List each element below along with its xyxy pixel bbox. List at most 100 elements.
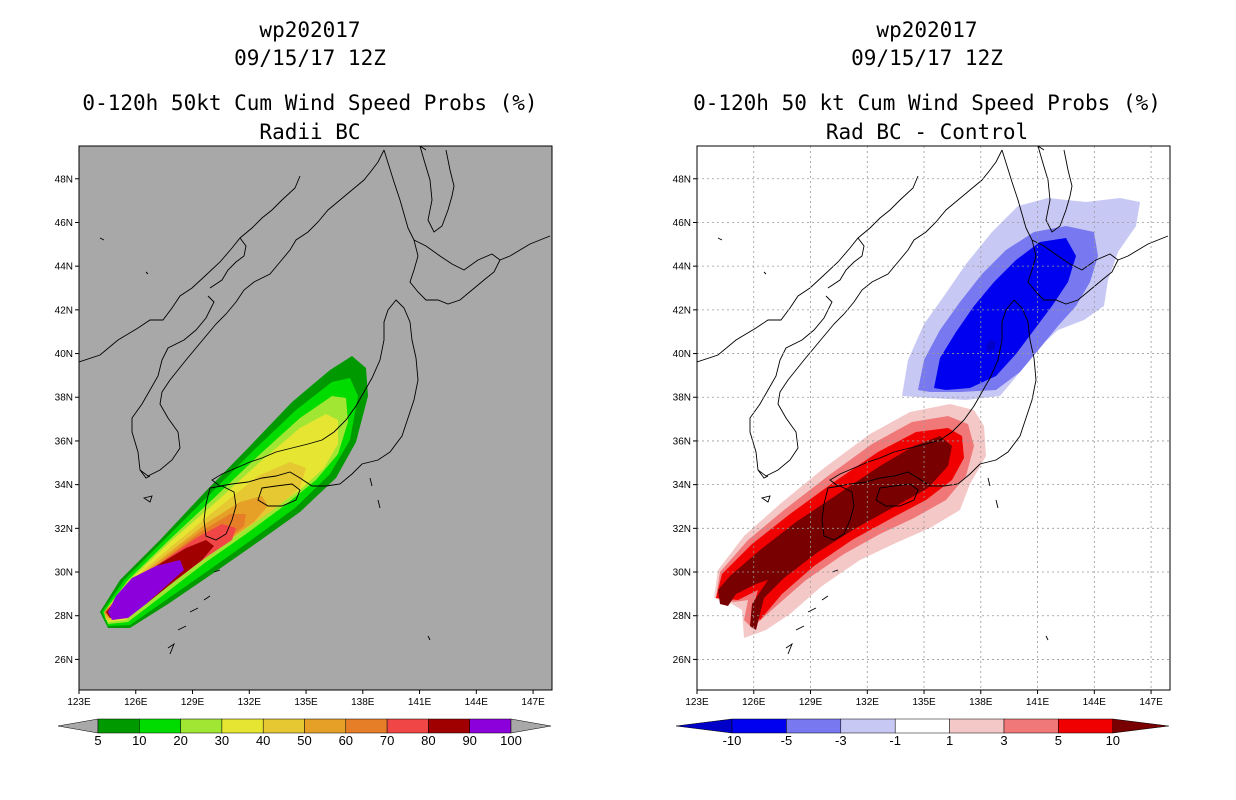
right-y-tick-label: 30N [673,568,691,579]
left-colorbar-low-arrow [57,718,99,734]
right-colorbar-high-arrow [1112,718,1169,734]
right-y-tick-label: 48N [673,174,691,185]
left-y-tick-label: 34N [55,480,73,491]
left-x-tick-label: 138E [351,697,375,708]
right-colorbar-low-arrow [675,718,733,734]
right-colorbar-label: 10 [1106,733,1120,748]
right-title-1: wp202017 [876,18,978,42]
left-colorbar-label: 10 [132,733,146,748]
left-y-tick-label: 48N [55,174,73,185]
left-x-tick-label: 144E [465,697,489,708]
left-contour-90 [108,560,184,620]
right-y-tick-label: 36N [673,436,691,447]
right-colorbar-swatch [786,718,842,734]
right-colorbar-label: 3 [1000,733,1007,748]
left-title-4: Radii BC [259,120,361,144]
right-x-tick-label: 147E [1139,697,1163,708]
left-colorbar-swatch [345,718,388,734]
left-y-tick-label: 44N [55,262,73,273]
right-colorbar-swatch [840,718,896,734]
left-colorbar-swatch [221,718,264,734]
right-y-tick-label: 28N [673,611,691,622]
right-x-tick-label: 129E [799,697,823,708]
right-x-tick-label: 135E [912,697,936,708]
left-title-2: 09/15/17 12Z [234,46,386,70]
left-y-tick-label: 28N [55,611,73,622]
left-x-tick-label: 132E [238,697,262,708]
left-title-3: 0-120h 50kt Cum Wind Speed Probs (%) [82,91,538,115]
right-colorbar: -10 -5 -3 -1 1 3 5 10 [675,718,1169,748]
right-x-tick-label: 144E [1083,697,1107,708]
right-contour-minus-10 [986,340,996,352]
right-x-tick-label: 141E [1026,697,1050,708]
left-colorbar-swatch [469,718,512,734]
left-colorbar-label: 5 [94,733,101,748]
left-y-tick-labels: 26N 28N 30N 32N 34N 36N 38N 40N 42N 44N 46N 48N [55,174,79,666]
left-colorbar-label: 20 [173,733,187,748]
left-colorbar-swatch [386,718,429,734]
right-y-tick-label: 38N [673,393,691,404]
left-colorbar: 5 10 20 30 40 50 60 70 80 90 100 [57,718,552,748]
left-colorbar-swatch [428,718,470,734]
left-x-tick-label: 129E [181,697,205,708]
right-colorbar-label: -1 [889,733,901,748]
right-y-tick-label: 40N [673,349,691,360]
right-title-2: 09/15/17 12Z [851,46,1003,70]
left-x-tick-label: 147E [521,697,545,708]
left-colorbar-label: 40 [256,733,270,748]
right-y-tick-label: 44N [673,262,691,273]
left-colorbar-swatch [262,718,305,734]
right-colorbar-label: 5 [1055,733,1062,748]
right-colorbar-swatch [1003,718,1059,734]
right-map-frame [696,145,1171,691]
left-colorbar-label: 50 [297,733,311,748]
right-y-tick-label: 42N [673,305,691,316]
left-y-tick-label: 42N [55,305,73,316]
left-colorbar-swatch [139,718,181,734]
right-map-panel: 123E 126E 129E 132E 135E 138E 141E 144E 147E 26N… [673,145,1171,708]
left-y-tick-label: 38N [55,393,73,404]
left-colorbar-swatch [97,718,140,734]
right-colorbar-swatch [1058,718,1114,734]
left-x-tick-label: 123E [67,697,91,708]
right-y-tick-label: 46N [673,218,691,229]
left-colorbar-label: 60 [339,733,353,748]
right-y-tick-labels: 26N 28N 30N 32N 34N 36N 38N 40N 42N 44N 46N 48N [673,174,697,666]
left-map-panel: 123E 126E 129E 132E 135E 138E 141E 144E 147E 26N… [55,145,553,708]
right-colorbar-label: 1 [946,733,953,748]
left-colorbar-label: 70 [380,733,394,748]
left-colorbar-high-arrow [510,718,552,734]
left-y-tick-label: 40N [55,349,73,360]
right-x-tick-labels: 123E 126E 129E 132E 135E 138E 141E 144E 147E [685,690,1163,708]
right-colorbar-label: -5 [781,733,793,748]
left-y-tick-label: 30N [55,568,73,579]
left-map-frame [78,145,553,691]
left-x-tick-label: 126E [124,697,148,708]
left-title-1: wp202017 [259,18,361,42]
left-x-tick-labels: 123E 126E 129E 132E 135E 138E 141E 144E 147E [67,690,545,708]
left-y-tick-label: 46N [55,218,73,229]
left-y-tick-label: 36N [55,436,73,447]
right-y-tick-label: 26N [673,655,691,666]
left-colorbar-label: 100 [500,733,522,748]
right-x-tick-label: 126E [742,697,766,708]
left-colorbar-swatch [304,718,347,734]
left-x-tick-label: 141E [408,697,432,708]
right-colorbar-swatch [731,718,787,734]
left-y-tick-label: 32N [55,524,73,535]
right-colorbar-swatch [949,718,1005,734]
right-colorbar-label: -10 [723,733,742,748]
right-y-tick-label: 32N [673,524,691,535]
right-y-tick-label: 34N [673,480,691,491]
right-x-tick-label: 132E [856,697,880,708]
right-colorbar-label: -3 [835,733,847,748]
right-x-tick-label: 123E [685,697,709,708]
right-x-tick-label: 138E [969,697,993,708]
left-colorbar-label: 80 [421,733,435,748]
right-colorbar-swatch [894,718,950,734]
left-probability-shading [79,146,551,655]
left-x-tick-label: 135E [294,697,318,708]
left-colorbar-label: 30 [215,733,229,748]
right-title-3: 0-120h 50 kt Cum Wind Speed Probs (%) [693,91,1161,115]
